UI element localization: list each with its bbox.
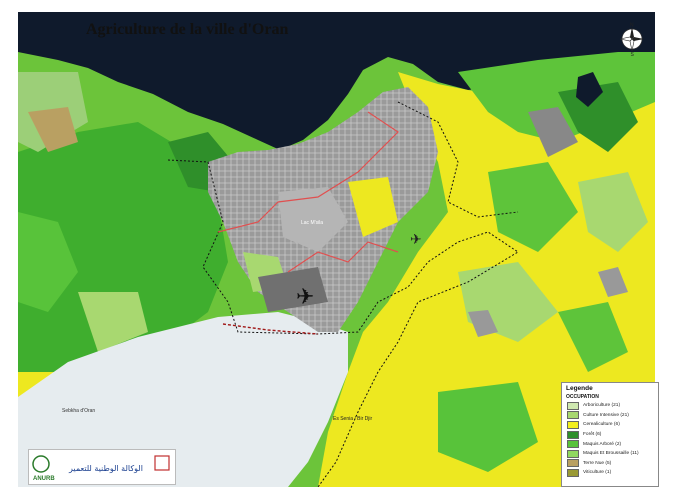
sea (18, 12, 655, 150)
legend-swatch (567, 440, 579, 449)
legend-swatch (567, 401, 579, 410)
svg-text:S: S (631, 52, 635, 56)
legend-swatch (567, 411, 579, 420)
legend-label: Maquis Et Broussaille (11) (583, 451, 639, 457)
legend-item: Maquis Arboré (2) (562, 439, 658, 449)
legend-item: Cerealiculture (6) (562, 420, 658, 430)
legend-swatch (567, 459, 579, 468)
legend-swatch (567, 449, 579, 458)
airport (258, 267, 328, 312)
legend-label: Arboriculture (21) (583, 403, 621, 409)
legend-label: Terre Nue (5) (583, 460, 612, 466)
map-canvas: ✈ ✈ Sebkha d'Oran Lac M'sila Es Senia / … (18, 12, 655, 487)
svg-text:N: N (630, 23, 634, 29)
label-sebkha: Sebkha d'Oran (62, 408, 95, 414)
svg-text:ANURB: ANURB (33, 476, 55, 482)
forest-west (18, 122, 228, 372)
legend-label: Maquis Arboré (2) (583, 441, 622, 447)
svg-text:✈: ✈ (410, 232, 422, 248)
legend-swatch (567, 468, 579, 477)
legend-item: Maquis Et Broussaille (11) (562, 449, 658, 459)
legend-item: Forêt (6) (562, 430, 658, 440)
legend-title: Legende (566, 385, 593, 392)
svg-text:الوكالة الوطنية للتعمير: الوكالة الوطنية للتعمير (68, 464, 143, 473)
legend-item: Culture Intensive (21) (562, 411, 658, 421)
compass-rose-icon: N S (617, 22, 647, 58)
legend-item: Arboriculture (21) (562, 401, 658, 411)
map-legend: Legende OCCUPATION Arboriculture (21) Cul… (561, 382, 659, 487)
legend-subtitle: OCCUPATION (566, 394, 599, 400)
legend-label: Viticulture (1) (583, 470, 612, 476)
svg-text:✈: ✈ (296, 285, 314, 310)
map-title: Agriculture de la ville d'Oran (86, 21, 289, 38)
legend-swatch (567, 430, 579, 439)
legend-label: Forêt (6) (583, 432, 602, 438)
commune-boundary (167, 159, 519, 487)
label-es-senia: Es Senia / Bir Djir (333, 416, 373, 422)
legend-label: Culture Intensive (21) (583, 412, 629, 418)
sebkha-lake (18, 312, 348, 487)
legend-item: Terre Nue (5) (562, 459, 658, 469)
legend-label: Cerealiculture (6) (583, 422, 620, 428)
legend-swatch (567, 420, 579, 429)
land-use-map[interactable]: ✈ ✈ Sebkha d'Oran Lac M'sila Es Senia / … (18, 12, 655, 487)
label-lake: Lac M'sila (301, 220, 323, 226)
agency-logo: ANURB الوكالة الوطنية للتعمير (28, 449, 176, 485)
legend-item: Viticulture (1) (562, 468, 658, 478)
